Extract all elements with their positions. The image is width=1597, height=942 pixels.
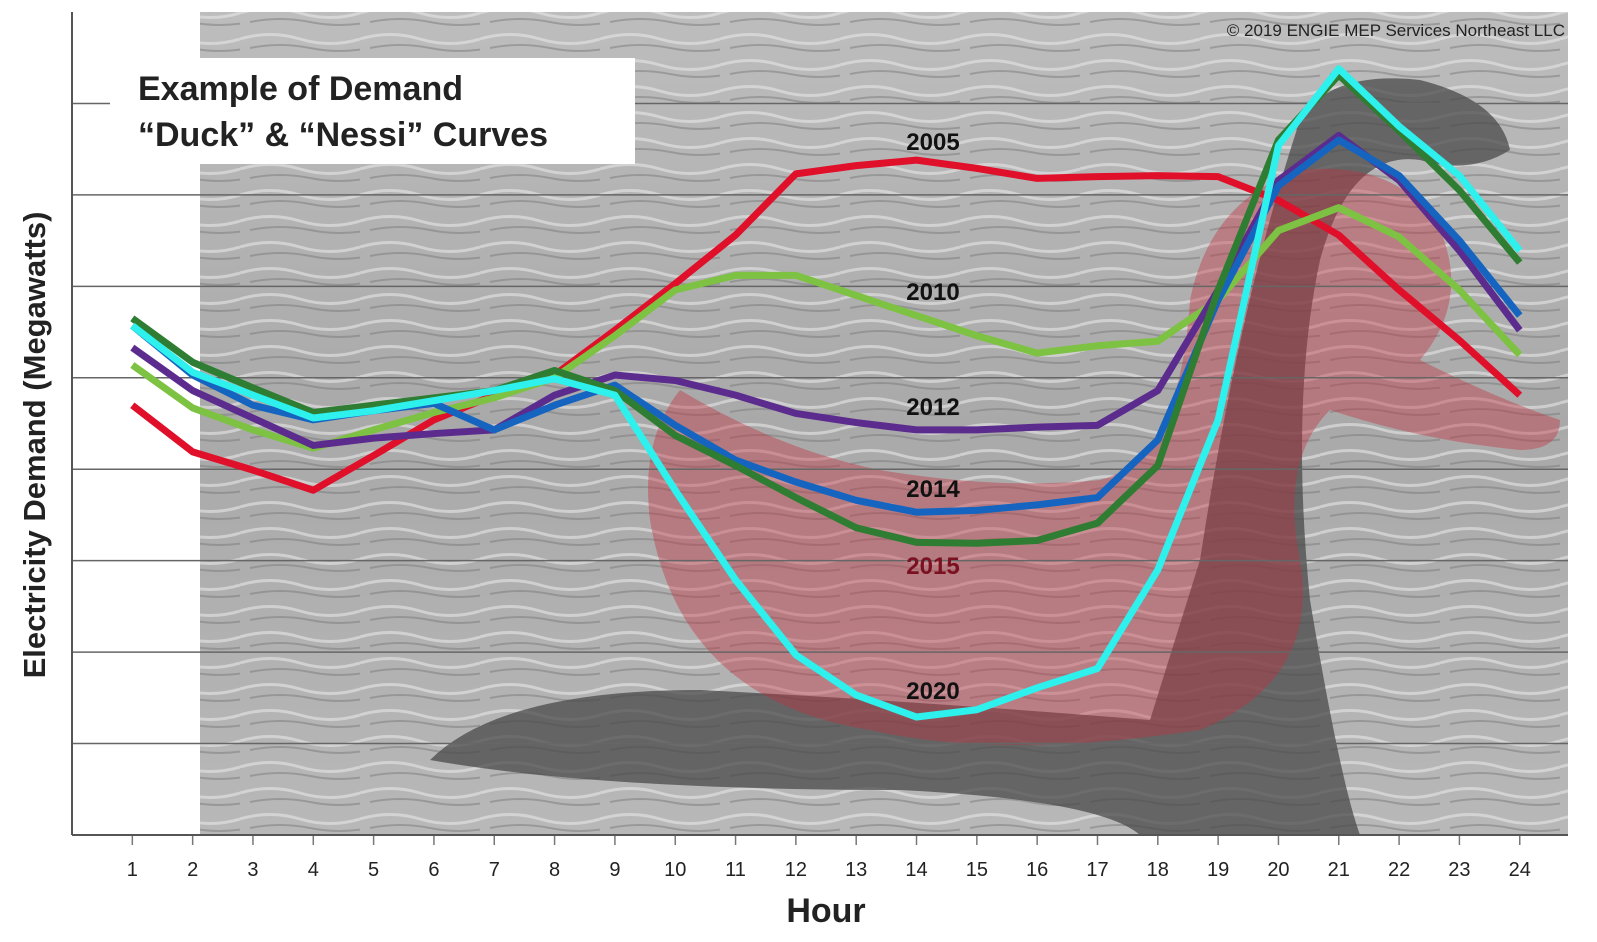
series-label: 2020 [906,678,959,705]
x-tick-label: 12 [785,859,807,881]
x-tick-label: 1 [127,859,138,881]
x-tick-label: 11 [725,859,746,881]
x-tick-label: 10 [664,859,686,881]
x-tick-label: 13 [845,859,867,881]
series-label: 2012 [906,394,959,421]
x-tick-label: 15 [966,859,988,881]
x-tick-label: 22 [1388,859,1410,881]
x-tick-label: 16 [1026,859,1048,881]
x-tick-label: 4 [308,859,319,881]
x-tick-label: 8 [549,859,560,881]
x-tick-label: 24 [1509,859,1531,881]
x-tick-label: 23 [1448,859,1470,881]
x-tick-label: 19 [1207,859,1229,881]
title-box: Example of Demand “Duck” & “Nessi” Curve… [110,58,635,164]
x-tick-label: 14 [905,859,927,881]
series-label: 2010 [906,279,959,306]
x-tick-label: 6 [428,859,439,881]
chart-title: “Duck” & “Nessi” Curves [138,116,548,154]
x-tick-label: 9 [609,859,620,881]
y-axis-label: Electricity Demand (Megawatts) [17,212,52,679]
x-tick-label: 18 [1147,859,1169,881]
series-label: 2014 [906,476,960,503]
x-tick-label: 7 [489,859,500,881]
series-label: 2005 [906,129,959,156]
chart-title: Example of Demand [138,70,463,108]
x-axis-label: Hour [786,892,865,930]
series-label: 2015 [906,553,959,580]
x-tick-label: 20 [1267,859,1289,881]
x-tick-label: 2 [187,859,198,881]
x-tick-label: 5 [368,859,379,881]
credit: © 2019 ENGIE MEP Services Northeast LLC [1227,21,1565,40]
x-tick-label: 21 [1328,859,1350,881]
chart: 123456789101112131415161718192021222324 … [0,0,1597,942]
x-tick-label: 17 [1086,859,1108,881]
x-tick-label: 3 [247,859,258,881]
